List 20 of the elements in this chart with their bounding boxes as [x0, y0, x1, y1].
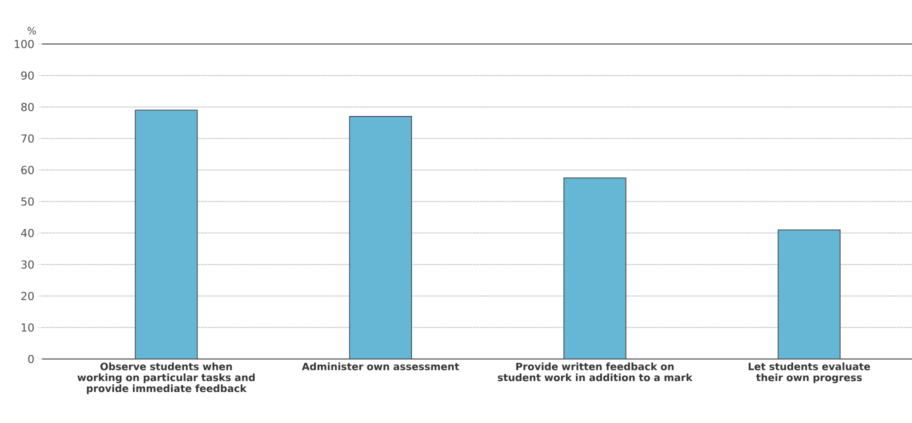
x-tick-label: Observe students when working on particular tasks and provide immediate feedback [77, 362, 255, 394]
y-tick-label: 80 [21, 102, 34, 112]
x-tick-label: Administer own assessment [302, 362, 460, 370]
y-tick-label: 0 [28, 354, 34, 364]
bar [134, 110, 198, 359]
y-tick-label: 50 [21, 197, 34, 206]
y-axis-title: % [28, 26, 36, 34]
bar [563, 177, 626, 359]
y-tick-label: 40 [21, 228, 34, 238]
y-tick-label: 10 [22, 323, 34, 332]
y-tick-label: 100 [14, 40, 34, 48]
x-tick-label: Let students evaluate their own progress [748, 362, 870, 384]
bar [778, 229, 841, 359]
bar [349, 116, 412, 359]
y-tick-label: 30 [21, 260, 34, 269]
x-tick-label: Provide written feedback on student work in addition to a mark [498, 362, 693, 382]
y-tick-label: 20 [21, 292, 34, 300]
y-tick-label: 70 [21, 134, 34, 143]
y-tick-label: 90 [21, 71, 34, 80]
y-tick-label: 60 [21, 166, 34, 174]
